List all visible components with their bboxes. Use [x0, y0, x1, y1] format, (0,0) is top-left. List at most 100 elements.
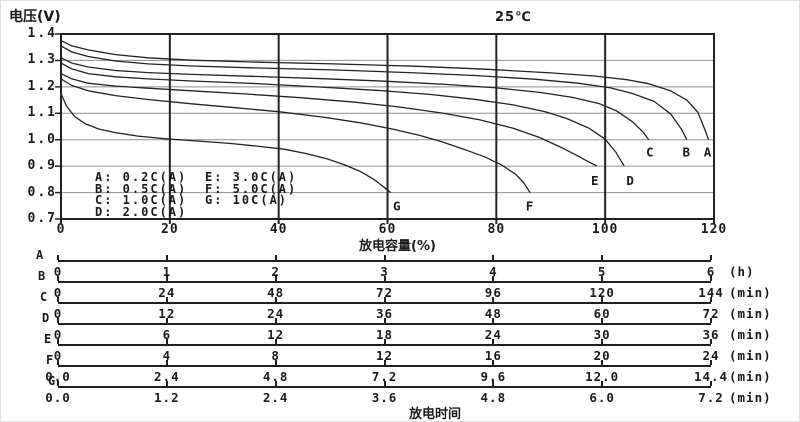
time-axis-value: 8: [271, 348, 280, 363]
time-axis-tick: [57, 381, 59, 386]
time-axis-tick: [710, 381, 712, 386]
time-axis-tick: [274, 255, 277, 260]
time-axis-tick: [601, 339, 604, 344]
time-axis-letter-E: E: [44, 332, 52, 346]
time-axis-value: 20: [593, 348, 611, 363]
time-axis-letter-D: D: [42, 311, 50, 325]
time-axis-tick: [383, 297, 386, 302]
time-axis-tick: [57, 297, 59, 302]
time-axis-tick: [274, 276, 277, 281]
y-tick-label: 1.2: [27, 78, 57, 94]
time-axis-line-A: [58, 260, 711, 262]
time-axis-line-F: [58, 365, 711, 367]
time-axis-value: 0.0: [45, 369, 71, 384]
time-axis-value: 0: [53, 285, 63, 300]
time-axis-tick: [57, 339, 59, 344]
time-axis-value: 0: [53, 327, 63, 342]
time-axis-letter-B: B: [38, 269, 46, 283]
x-tick-label: 100: [591, 222, 619, 237]
time-axis-tick: [601, 360, 604, 365]
time-axis-tick: [492, 276, 495, 281]
time-axis-tick: [492, 339, 495, 344]
legend-column-2: E: 3.0C(A) F: 5.0C(A) G: 10C(A): [205, 171, 297, 207]
time-axis-value: 12: [158, 306, 176, 321]
time-axis-tick: [165, 360, 168, 365]
time-axis-line-B: [58, 281, 711, 283]
legend-entry: C: 1.0C(A): [95, 193, 188, 207]
time-axis-tick: [274, 339, 277, 344]
time-axis-unit: (min): [729, 327, 772, 342]
time-axis-value: 14.4: [693, 369, 729, 384]
time-axis-value: 6: [706, 264, 716, 279]
time-axis-tick: [165, 339, 168, 344]
time-axis-line-G: [58, 386, 711, 388]
temperature-label: 25℃: [495, 10, 532, 25]
time-axis-value: 16: [484, 348, 502, 363]
discharge-curve-E: [60, 73, 598, 167]
time-axis-value: 3: [380, 264, 389, 279]
curve-label-A: A: [704, 144, 712, 159]
time-axis-line-C: [58, 302, 711, 304]
time-axis-value: 0.0: [45, 390, 71, 405]
time-axis-unit: (min): [729, 369, 772, 384]
time-axis-value: 12: [375, 348, 394, 363]
time-axis-unit: (min): [729, 348, 772, 363]
discharge-curve-F: [60, 78, 531, 193]
time-axis-tick: [710, 318, 712, 323]
time-axes-title: 放电时间: [409, 407, 462, 422]
curve-label-B: B: [682, 144, 690, 159]
time-axis-tick: [383, 276, 386, 281]
curve-label-C: C: [646, 144, 654, 159]
time-axis-tick: [601, 318, 604, 323]
time-axis-value: 4.8: [480, 390, 507, 405]
time-axis-value: 1.2: [154, 390, 180, 405]
time-axis-tick: [710, 297, 712, 302]
x-axis-title: 放电容量(%): [359, 239, 436, 254]
time-axis-line-D: [58, 323, 711, 325]
time-axis-tick: [383, 318, 386, 323]
time-axis-tick: [274, 381, 277, 386]
time-axis-tick: [57, 360, 59, 365]
time-axis-value: 24: [158, 285, 176, 300]
discharge-curve-G: [60, 93, 392, 194]
legend-entry: B: 0.5C(A): [95, 181, 188, 196]
time-axis-tick: [492, 381, 495, 386]
time-axis-tick: [57, 318, 59, 323]
time-axis-value: 0: [53, 264, 63, 279]
legend-entry: A: 0.2C(A): [95, 170, 188, 184]
time-axis-line-E: [58, 344, 711, 346]
time-axis-tick: [601, 297, 604, 302]
time-axis-value: 72: [702, 306, 720, 321]
time-axis-value: 0: [53, 306, 63, 321]
time-axis-value: 6.0: [589, 390, 615, 405]
x-tick-label: 120: [700, 222, 728, 237]
time-axis-unit: (min): [729, 390, 772, 405]
legend-entry: G: 10C(A): [205, 193, 289, 207]
curve-label-F: F: [526, 199, 534, 214]
time-axis-tick: [165, 255, 168, 260]
time-axis-value: 5: [597, 264, 607, 279]
time-axis-value: 24: [267, 306, 285, 321]
time-axis-tick: [601, 276, 604, 281]
time-axis-value: 60: [593, 306, 611, 321]
y-tick-label: 1.1: [27, 105, 57, 121]
time-axis-letter-C: C: [40, 290, 48, 304]
time-axis-tick: [274, 297, 277, 302]
y-axis-title: 电压(V): [9, 9, 61, 25]
time-axis-value: 36: [375, 306, 394, 321]
discharge-curve-D: [60, 62, 625, 167]
time-axis-tick: [274, 360, 277, 365]
time-axis-value: 2: [271, 264, 280, 279]
time-axis-value: 24: [702, 348, 720, 363]
time-axis-tick: [383, 360, 386, 365]
time-axis-tick: [492, 318, 495, 323]
legend-entry: D: 2.0C(A): [95, 204, 188, 219]
time-axis-tick: [383, 255, 386, 260]
time-axis-tick: [274, 318, 277, 323]
y-tick-label: 1.3: [27, 52, 57, 68]
time-axis-unit: (min): [729, 306, 772, 321]
time-axis-value: 30: [593, 327, 611, 342]
time-axis-value: 0: [53, 348, 63, 363]
curve-label-E: E: [591, 173, 599, 188]
